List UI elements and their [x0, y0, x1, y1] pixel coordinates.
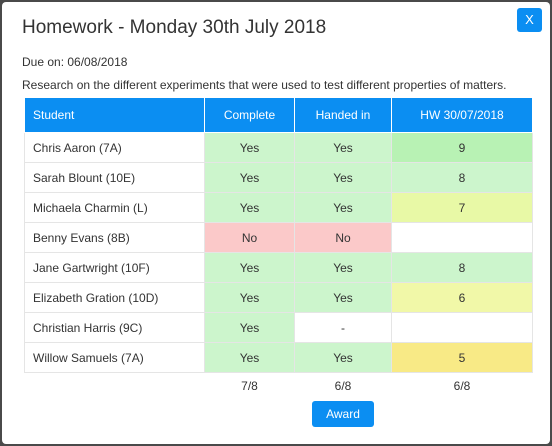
- header-handed-in[interactable]: Handed in: [294, 97, 392, 133]
- award-row: Award: [25, 399, 533, 429]
- student-name: Jane Gartwright (10F): [24, 252, 205, 283]
- header-homework-grade[interactable]: HW 30/07/2018: [391, 97, 533, 133]
- handed-in-cell[interactable]: Yes: [294, 282, 392, 313]
- grade-cell[interactable]: [391, 312, 533, 343]
- handed-in-cell[interactable]: Yes: [294, 252, 392, 283]
- award-spacer: [25, 399, 205, 429]
- complete-cell[interactable]: Yes: [204, 342, 295, 373]
- complete-cell[interactable]: No: [204, 222, 295, 253]
- complete-cell[interactable]: Yes: [204, 282, 295, 313]
- grade-cell[interactable]: 8: [391, 252, 533, 283]
- handed-in-total: 6/8: [334, 378, 352, 393]
- grade-cell[interactable]: 8: [391, 162, 533, 193]
- student-name: Michaela Charmin (L): [24, 192, 205, 223]
- due-date: Due on: 06/08/2018: [22, 55, 128, 69]
- student-name: Elizabeth Gration (10D): [24, 282, 205, 313]
- header-complete[interactable]: Complete: [204, 97, 295, 133]
- complete-cell[interactable]: Yes: [204, 132, 295, 163]
- grade-cell[interactable]: 6: [391, 282, 533, 313]
- header-student[interactable]: Student: [24, 97, 205, 133]
- student-name: Willow Samuels (7A): [24, 342, 205, 373]
- handed-in-cell[interactable]: Yes: [294, 192, 392, 223]
- table-header-row: Student Complete Handed in HW 30/07/2018: [24, 97, 533, 133]
- handed-in-cell[interactable]: -: [294, 312, 392, 343]
- award-button[interactable]: Award: [312, 400, 374, 427]
- table-row: Benny Evans (8B) No No: [24, 222, 533, 253]
- handed-in-cell[interactable]: Yes: [294, 132, 392, 163]
- award-spacer: [205, 399, 295, 429]
- complete-cell[interactable]: Yes: [204, 162, 295, 193]
- complete-total: 7/8: [241, 378, 258, 393]
- handed-in-cell[interactable]: Yes: [294, 342, 392, 373]
- grade-cell[interactable]: 5: [391, 342, 533, 373]
- table-row: Sarah Blount (10E) Yes Yes 8: [24, 162, 533, 193]
- student-name: Chris Aaron (7A): [24, 132, 205, 163]
- handed-in-cell[interactable]: No: [294, 222, 392, 253]
- modal-title: Homework - Monday 30th July 2018: [22, 17, 327, 38]
- award-cell: Award: [295, 399, 392, 429]
- grade-cell[interactable]: 9: [391, 132, 533, 163]
- summary-empty: [25, 373, 205, 399]
- grade-total: 6/8: [453, 378, 471, 393]
- handed-in-cell[interactable]: Yes: [294, 162, 392, 193]
- close-button[interactable]: X: [517, 8, 542, 32]
- student-name: Benny Evans (8B): [24, 222, 205, 253]
- table-row: Elizabeth Gration (10D) Yes Yes 6: [24, 282, 533, 313]
- table-row: Jane Gartwright (10F) Yes Yes 8: [24, 252, 533, 283]
- student-name: Sarah Blount (10E): [24, 162, 205, 193]
- table-row: Chris Aaron (7A) Yes Yes 9: [24, 132, 533, 163]
- summary-row: 7/8 6/8 6/8: [25, 373, 533, 399]
- table-row: Willow Samuels (7A) Yes Yes 5: [24, 342, 533, 373]
- student-name: Christian Harris (9C): [24, 312, 205, 343]
- table-row: Christian Harris (9C) Yes -: [24, 312, 533, 343]
- complete-cell[interactable]: Yes: [204, 192, 295, 223]
- table-row: Michaela Charmin (L) Yes Yes 7: [24, 192, 533, 223]
- grade-cell[interactable]: [391, 222, 533, 253]
- complete-cell[interactable]: Yes: [204, 252, 295, 283]
- award-spacer: [392, 399, 533, 429]
- complete-cell[interactable]: Yes: [204, 312, 295, 343]
- homework-table: Student Complete Handed in HW 30/07/2018…: [24, 97, 533, 429]
- homework-description: Research on the different experiments th…: [22, 78, 507, 92]
- grade-cell[interactable]: 7: [391, 192, 533, 223]
